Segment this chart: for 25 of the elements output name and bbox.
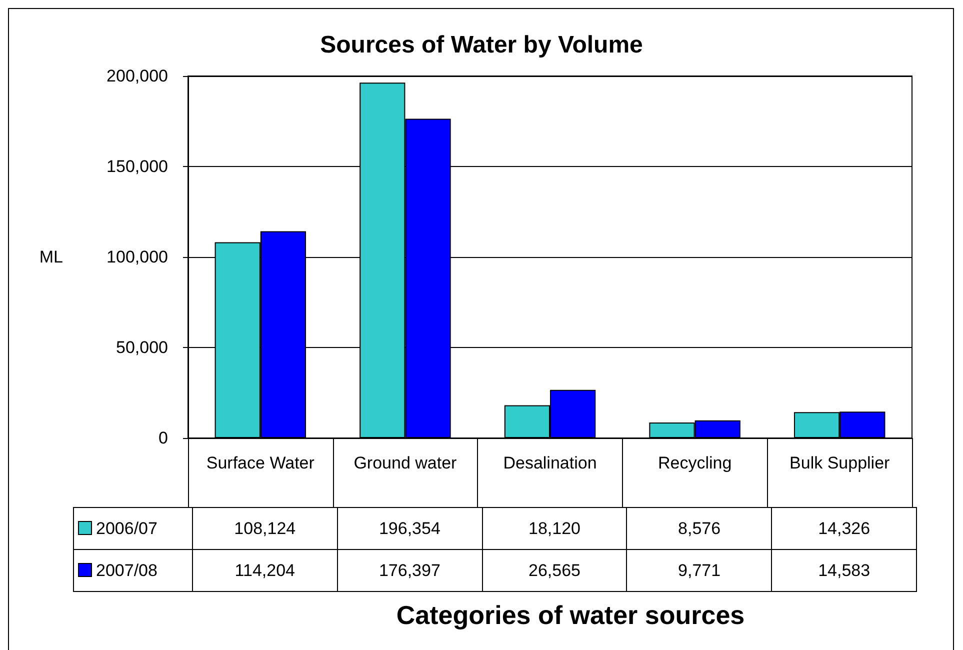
x-axis-title: Categories of water sources	[395, 600, 746, 631]
y-tick-label: 100,000	[106, 248, 168, 266]
data-label: 18,120	[482, 508, 627, 550]
data-label: 108,124	[192, 508, 338, 550]
x-tick-label: Desalination	[503, 454, 597, 472]
data-label: 114,204	[192, 550, 338, 592]
y-tick-label: 150,000	[106, 157, 168, 176]
data-label: 8,576	[626, 508, 772, 550]
legend-label: 2007/08	[74, 550, 192, 592]
legend-label: 2006/07	[74, 508, 192, 550]
data-label: 9,771	[626, 550, 772, 592]
data-label: 14,326	[772, 508, 916, 550]
chart-title: Sources of Water by Volume	[320, 32, 643, 58]
data-label: 196,354	[337, 508, 482, 550]
y-tick-label: 0	[158, 428, 168, 448]
x-tick-label: Surface Water	[206, 454, 315, 472]
data-label: 26,565	[482, 550, 627, 592]
x-tick-label: Recycling	[658, 454, 732, 472]
y-axis-title: ML	[39, 248, 63, 266]
x-tick-label: Bulk Supplier	[790, 454, 890, 472]
y-tick-label: 200,000	[106, 66, 168, 86]
data-label: 176,397	[337, 550, 482, 592]
data-label: 14,583	[772, 550, 916, 592]
y-tick-label: 50,000	[116, 338, 168, 357]
x-tick-label: Ground water	[354, 454, 458, 472]
